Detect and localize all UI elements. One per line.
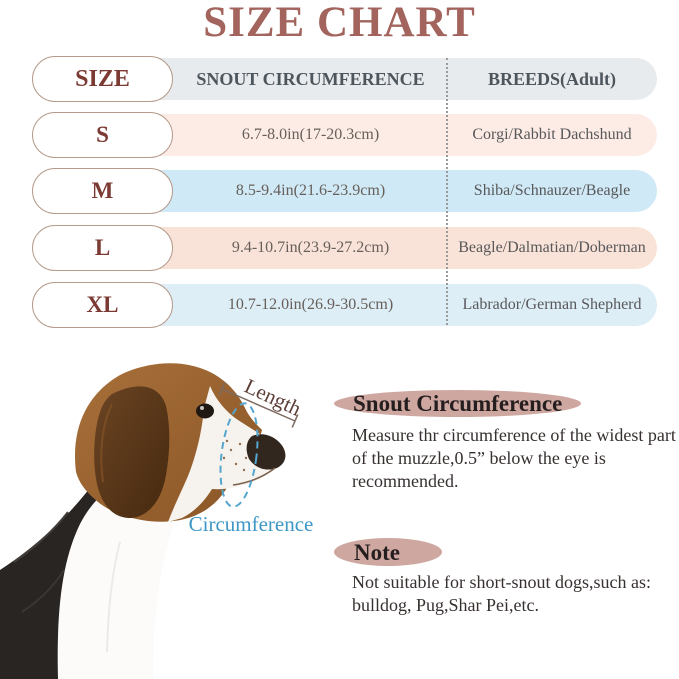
length-dimension-line xyxy=(218,382,299,428)
breeds-header: BREEDS(Adult) xyxy=(487,69,617,89)
size-header-pill: SIZE xyxy=(32,56,173,102)
size-label: XL xyxy=(86,292,119,317)
size-header-label: SIZE xyxy=(75,65,130,92)
note-heading: Note xyxy=(354,540,400,565)
table-row-s: S 6.7-8.0in(17-20.3cm) Corgi/Rabbit Dach… xyxy=(0,112,679,158)
page-title: SIZE CHART xyxy=(203,0,476,46)
dog-eye xyxy=(196,403,214,419)
snout-heading-highlight xyxy=(334,390,581,417)
snout-circumference-text: Measure thr circumference of the widest … xyxy=(352,425,676,491)
row-band xyxy=(150,170,657,212)
breeds-value: Beagle/Dalmatian/Doberman xyxy=(458,239,646,256)
size-pill-l: L xyxy=(32,225,173,271)
breeds-value: Labrador/German Shepherd xyxy=(462,296,642,313)
size-label: M xyxy=(91,178,114,203)
header-row-band xyxy=(150,58,657,100)
circumference-label: Circumference xyxy=(189,512,314,536)
row-band xyxy=(150,227,657,269)
circumference-ellipse xyxy=(219,402,259,508)
table-header-row: SIZE SNOUT CIRCUMFERENCE BREEDS(Adult) xyxy=(0,56,679,102)
table-row-xl: XL 10.7-12.0in(26.9-30.5cm) Labrador/Ger… xyxy=(0,282,679,328)
breeds-value: Corgi/Rabbit Dachshund xyxy=(472,126,632,143)
size-label: S xyxy=(96,122,109,147)
row-band xyxy=(150,284,657,326)
circumference-value: 9.4-10.7in(23.9-27.2cm) xyxy=(231,239,390,256)
snout-circumference-heading: Snout Circumference xyxy=(353,391,563,416)
size-pill-m: M xyxy=(32,168,173,214)
length-label: Length xyxy=(241,374,306,421)
circumference-value: 10.7-12.0in(26.9-30.5cm) xyxy=(227,296,394,313)
row-band xyxy=(150,114,657,156)
table-row-m: M 8.5-9.4in(21.6-23.9cm) Shiba/Schnauzer… xyxy=(0,168,679,214)
table-row-l: L 9.4-10.7in(23.9-27.2cm) Beagle/Dalmati… xyxy=(0,225,679,271)
circumference-value: 6.7-8.0in(17-20.3cm) xyxy=(241,126,380,143)
muzzle-speckles xyxy=(222,439,248,472)
dog-head xyxy=(75,363,286,522)
note-text: Not suitable for short-snout dogs,such a… xyxy=(352,572,651,615)
size-pill-s: S xyxy=(32,112,173,158)
dog-measurement-diagram: Length Circumference xyxy=(0,363,314,679)
note-heading-highlight xyxy=(334,538,442,566)
circumference-header: SNOUT CIRCUMFERENCE xyxy=(196,69,425,89)
breeds-value: Shiba/Schnauzer/Beagle xyxy=(473,182,631,199)
size-label: L xyxy=(94,235,111,260)
circumference-value: 8.5-9.4in(21.6-23.9cm) xyxy=(235,182,386,199)
column-divider xyxy=(446,58,448,325)
size-pill-xl: XL xyxy=(32,282,173,328)
